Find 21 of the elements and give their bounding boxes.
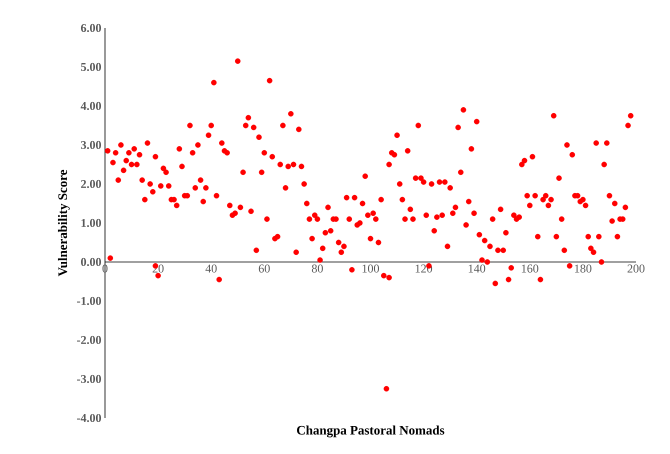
x-tick-label: 40	[205, 264, 217, 273]
y-axis-title: Vulnerability Score	[58, 170, 70, 276]
x-tick-label: 180	[574, 264, 592, 273]
x-tick-label: 140	[468, 264, 486, 273]
x-tick-label: 80	[312, 264, 323, 273]
x-tick-label: 60	[258, 264, 270, 273]
y-tick-label: -3.00	[77, 374, 102, 384]
y-tick-label: 0.00	[81, 258, 102, 266]
y-tick-label: 2.00	[81, 180, 102, 188]
y-tick-label: -1.00	[77, 296, 102, 306]
y-tick-label: 1.00	[82, 218, 102, 228]
x-tick-label: 100	[362, 264, 380, 273]
y-tick-label: -2.00	[77, 336, 102, 344]
y-tick-label: 3.00	[81, 140, 102, 150]
x-axis-title: Changpa Pastoral Nomads	[297, 426, 444, 438]
y-tick-label: 4.00	[80, 102, 102, 110]
y-tick-label: 5.00	[81, 62, 102, 72]
y-tick-label: 6.00	[80, 24, 102, 32]
x-tick-label: 200	[628, 264, 645, 273]
y-tick-label: -4.00	[77, 414, 102, 422]
x-tick-label: 160	[522, 264, 538, 273]
